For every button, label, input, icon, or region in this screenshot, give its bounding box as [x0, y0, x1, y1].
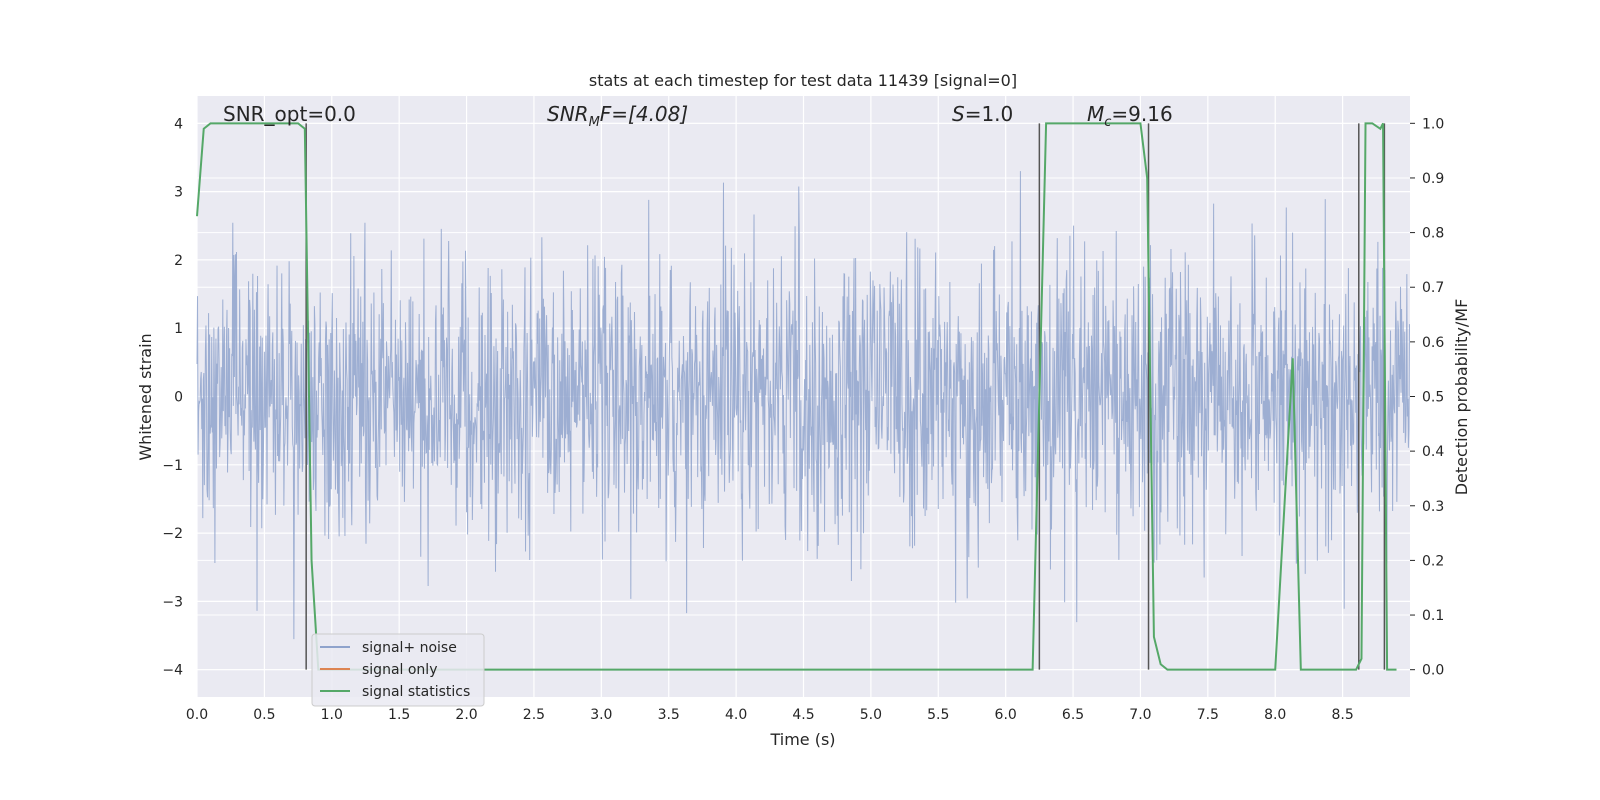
legend-label-stats: signal statistics	[362, 684, 470, 700]
legend-box	[311, 633, 485, 707]
y-right-tick-label: 1.0	[1422, 116, 1444, 132]
x-tick-label: 4.0	[725, 707, 747, 723]
y-tick-label: −3	[162, 594, 183, 610]
mc-annotation: Mc=9.16	[1087, 102, 1173, 130]
x-tick-label: 1.0	[321, 707, 343, 723]
mc-value: =9.16	[1111, 102, 1172, 126]
x-tick-label: 6.5	[1062, 707, 1084, 723]
chart-title: stats at each timestep for test data 114…	[589, 71, 1017, 90]
y-axis-label: Whitened strain	[136, 333, 155, 460]
x-tick-label: 1.5	[388, 707, 410, 723]
y-tick-label: 0	[174, 390, 183, 406]
x-tick-label: 8.0	[1264, 707, 1286, 723]
legend-label-noise: signal+ noise	[362, 640, 457, 656]
snr-mf-subscript: M	[589, 115, 600, 130]
x-tick-label: 5.0	[860, 707, 882, 723]
y-tick-label: 3	[174, 185, 183, 201]
legend: signal+ noise signal only signal statist…	[311, 633, 485, 707]
y-right-tick-label: 0.8	[1422, 226, 1444, 242]
s-label: S	[952, 102, 965, 126]
x-tick-label: 4.5	[792, 707, 814, 723]
snr-opt-annotation: SNR_opt=0.0	[223, 102, 356, 126]
signal-noise-series	[196, 171, 1410, 640]
signal-statistics-series	[196, 122, 1397, 671]
y-tick-label: −1	[162, 458, 183, 474]
snr-mf-value: F=[4.08]	[600, 102, 688, 126]
y-right-tick-label: 0.7	[1422, 280, 1444, 296]
y-tick-label: 2	[174, 253, 183, 269]
x-tick-label: 2.0	[455, 707, 477, 723]
x-tick-label: 0.5	[253, 707, 275, 723]
x-tick-label: 6.0	[995, 707, 1017, 723]
x-tick-label: 7.5	[1197, 707, 1219, 723]
grid-lines	[196, 96, 1410, 697]
x-tick-label: 7.0	[1129, 707, 1151, 723]
x-tick-label: 2.5	[523, 707, 545, 723]
x-tick-label: 5.5	[927, 707, 949, 723]
noise-path	[196, 171, 1410, 640]
mc-subscript: c	[1104, 115, 1111, 130]
y-right-axis-label: Detection probability/MF	[1452, 299, 1471, 496]
y-tick-label: 1	[174, 321, 183, 337]
y-right-tick-label: 0.6	[1422, 335, 1444, 351]
y-tick-label: −2	[162, 526, 183, 542]
y-tick-label: −4	[162, 663, 183, 679]
y-tick-label: 4	[174, 116, 183, 132]
snr-mf-annotation: SNRMF=[4.08]	[547, 102, 688, 130]
mc-label: M	[1087, 102, 1104, 126]
x-tick-label: 3.0	[590, 707, 612, 723]
x-tick-labels: 0.0 0.5 1.0 1.5 2.0 2.5 3.0 3.5 4.0 4.5 5.0 5.5 6.0 6…	[186, 707, 1354, 723]
y-right-tick-label: 0.9	[1422, 171, 1444, 187]
snr-mf-label: SNR	[547, 102, 589, 126]
y-right-tick-label: 0.5	[1422, 390, 1444, 406]
x-tick-label: 3.5	[658, 707, 680, 723]
y-right-tick-label: 0.4	[1422, 444, 1444, 460]
x-tick-label: 8.5	[1331, 707, 1353, 723]
x-tick-label: 0.0	[186, 707, 208, 723]
statistics-path	[196, 122, 1397, 671]
y-right-tick-label: 0.1	[1422, 608, 1444, 624]
x-axis-label: Time (s)	[769, 730, 835, 749]
y-tick-labels: 4 3 2 1 0 −1 −2 −3 −4	[162, 116, 183, 678]
y-right-tick-label: 0.0	[1422, 663, 1444, 679]
legend-label-signal: signal only	[362, 662, 437, 678]
y-right-tick-label: 0.3	[1422, 499, 1444, 515]
y-right-tick-label: 0.2	[1422, 553, 1444, 569]
y-right-tick-labels: 1.0 0.9 0.8 0.7 0.6 0.5 0.4 0.3 0.2 0.1 0.0	[1410, 116, 1444, 679]
s-value: =1.0	[965, 102, 1014, 126]
s-annotation: S=1.0	[952, 102, 1013, 126]
